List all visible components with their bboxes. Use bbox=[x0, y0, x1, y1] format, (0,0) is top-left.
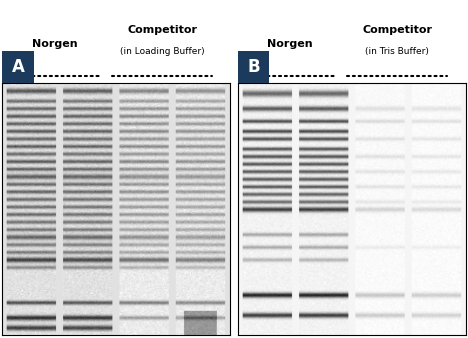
Text: Norgen: Norgen bbox=[267, 39, 313, 49]
Text: Norgen: Norgen bbox=[32, 39, 78, 49]
Text: A: A bbox=[12, 58, 25, 76]
Text: B: B bbox=[247, 58, 260, 76]
Text: (in Loading Buffer): (in Loading Buffer) bbox=[120, 47, 205, 56]
Text: (in Tris Buffer): (in Tris Buffer) bbox=[366, 47, 429, 56]
Text: Competitor: Competitor bbox=[362, 25, 432, 35]
Text: Competitor: Competitor bbox=[127, 25, 197, 35]
